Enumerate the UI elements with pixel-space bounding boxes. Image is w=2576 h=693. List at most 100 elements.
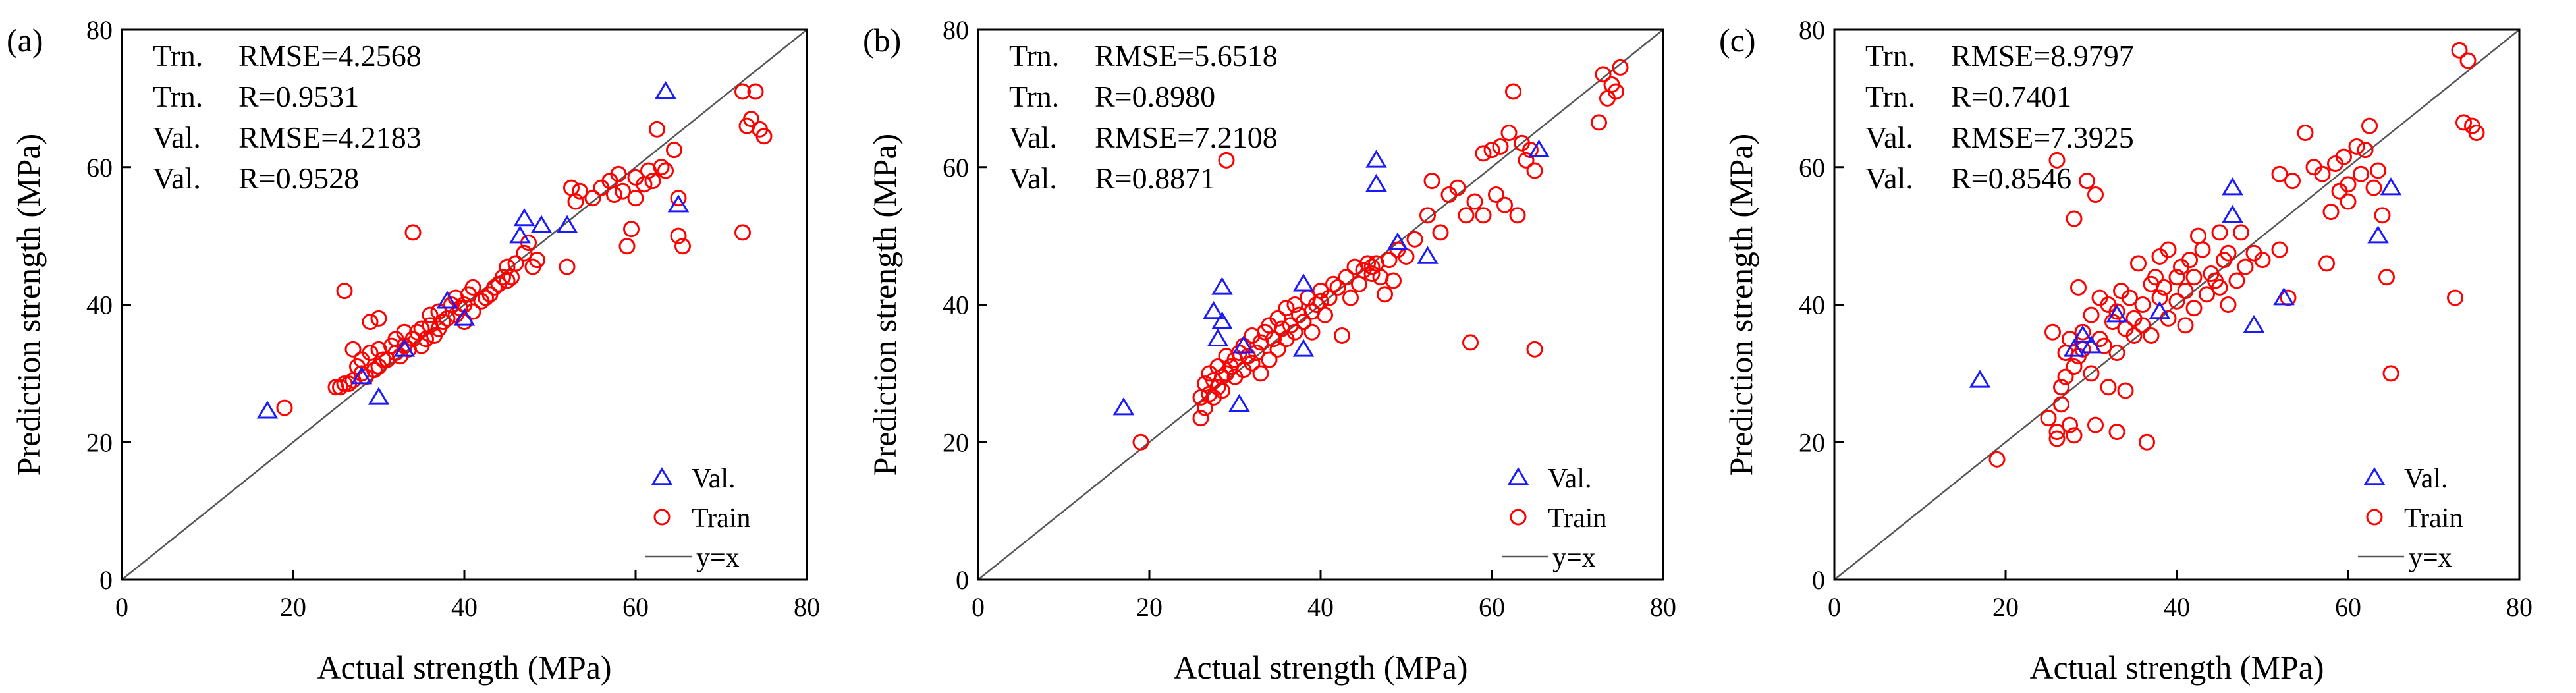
legend-train-label: Train xyxy=(1548,503,1606,534)
train-point xyxy=(464,279,481,296)
train-point xyxy=(653,159,670,176)
y-tick-label: 40 xyxy=(1799,291,1825,320)
train-point xyxy=(1286,296,1303,313)
val-point xyxy=(667,194,690,213)
train-point xyxy=(1488,186,1504,203)
val-point xyxy=(509,225,531,244)
train-point xyxy=(1526,341,1543,358)
train-point xyxy=(1492,138,1509,155)
train-point xyxy=(486,279,503,296)
train-point xyxy=(1466,193,1483,210)
scatter-chart-a: (a) 0 20 40 60 80 0 20 40 60 80 Actual strength (MP… xyxy=(7,15,820,686)
train-point xyxy=(1286,323,1303,341)
train-point xyxy=(1423,173,1440,190)
val-point xyxy=(513,208,535,227)
train-point xyxy=(2353,165,2369,182)
train-point xyxy=(2340,193,2357,210)
val-point xyxy=(2149,301,2171,319)
train-point xyxy=(2147,269,2164,286)
train-point xyxy=(2297,125,2314,142)
train-point xyxy=(2044,323,2061,341)
train-point xyxy=(2211,224,2228,241)
val-point xyxy=(1207,328,1229,346)
val-point xyxy=(1292,273,1315,292)
train-point xyxy=(1608,83,1624,100)
x-tick-label: 0 xyxy=(1828,592,1841,622)
val-point xyxy=(2367,225,2389,244)
train-point xyxy=(1449,179,1466,196)
chart-panel-a: (a) 0 20 40 60 80 0 20 40 60 80 Actual strength (MP… xyxy=(0,0,856,693)
train-point xyxy=(1295,314,1312,331)
val-point xyxy=(1228,393,1250,412)
metric-value: R=0.9531 xyxy=(238,80,359,113)
y-tick-label: 20 xyxy=(943,428,969,457)
train-point xyxy=(2074,323,2091,341)
train-point xyxy=(1432,224,1449,241)
train-point xyxy=(2194,241,2211,258)
metric-set-label: Trn. xyxy=(1009,80,1059,113)
val-point xyxy=(1417,246,1439,264)
train-point xyxy=(2185,300,2203,317)
train-point xyxy=(2357,142,2374,159)
panel-label: (a) xyxy=(7,22,43,59)
train-point xyxy=(1209,379,1226,396)
train-point xyxy=(2125,327,2143,344)
y-tick-label: 60 xyxy=(943,153,969,182)
legend-line-label: y=x xyxy=(1552,543,1596,573)
legend-train-marker xyxy=(2366,509,2383,526)
train-point xyxy=(1500,125,1518,142)
train-point xyxy=(1132,433,1149,451)
metric-set-label: Trn. xyxy=(153,80,203,113)
metric-set-label: Val. xyxy=(153,161,201,195)
train-point xyxy=(2160,241,2177,258)
legend-val-marker xyxy=(651,467,673,485)
x-tick-label: 20 xyxy=(280,592,306,622)
x-tick-label: 20 xyxy=(1992,592,2019,622)
metric-set-label: Trn. xyxy=(1009,39,1059,72)
train-point xyxy=(1406,231,1423,248)
train-point xyxy=(584,190,601,207)
train-point xyxy=(2168,269,2185,286)
train-point xyxy=(2374,207,2391,224)
train-point xyxy=(2156,279,2172,296)
train-point xyxy=(2083,365,2100,382)
train-point xyxy=(276,399,293,416)
train-point xyxy=(2134,296,2151,313)
train-point xyxy=(670,227,687,244)
train-point xyxy=(1475,145,1492,162)
train-point xyxy=(1458,207,1475,224)
train-point xyxy=(1595,66,1612,83)
y-tick-label: 60 xyxy=(1799,153,1825,182)
train-point xyxy=(362,345,379,362)
metric-value: RMSE=7.2108 xyxy=(1095,121,1278,154)
train-point xyxy=(2122,289,2138,306)
val-point xyxy=(368,387,390,405)
x-tick-label: 0 xyxy=(115,592,128,622)
val-point xyxy=(2071,325,2094,343)
train-point xyxy=(1244,354,1261,372)
train-point xyxy=(2318,255,2335,272)
metric-set-label: Val. xyxy=(1865,121,1913,154)
train-point xyxy=(495,269,511,286)
metric-value: RMSE=7.3925 xyxy=(1951,121,2134,154)
train-point xyxy=(336,283,353,300)
x-tick-label: 60 xyxy=(622,592,649,622)
train-point xyxy=(1265,331,1282,348)
train-point xyxy=(2455,114,2472,131)
train-series xyxy=(1988,42,2485,468)
train-point xyxy=(2451,42,2468,59)
train-point xyxy=(2336,148,2352,165)
train-point xyxy=(2062,416,2078,433)
metric-set-label: Val. xyxy=(153,121,201,154)
train-point xyxy=(2284,173,2301,190)
panel-label: (c) xyxy=(1719,22,1756,59)
x-tick-label: 0 xyxy=(972,592,985,622)
train-point xyxy=(2220,296,2237,313)
train-point xyxy=(2314,165,2331,182)
train-point xyxy=(1252,365,1269,382)
train-point xyxy=(2447,289,2463,306)
metric-set-label: Trn. xyxy=(1865,39,1915,72)
train-point xyxy=(2271,241,2288,258)
val-point xyxy=(453,308,476,326)
train-point xyxy=(2087,416,2104,433)
